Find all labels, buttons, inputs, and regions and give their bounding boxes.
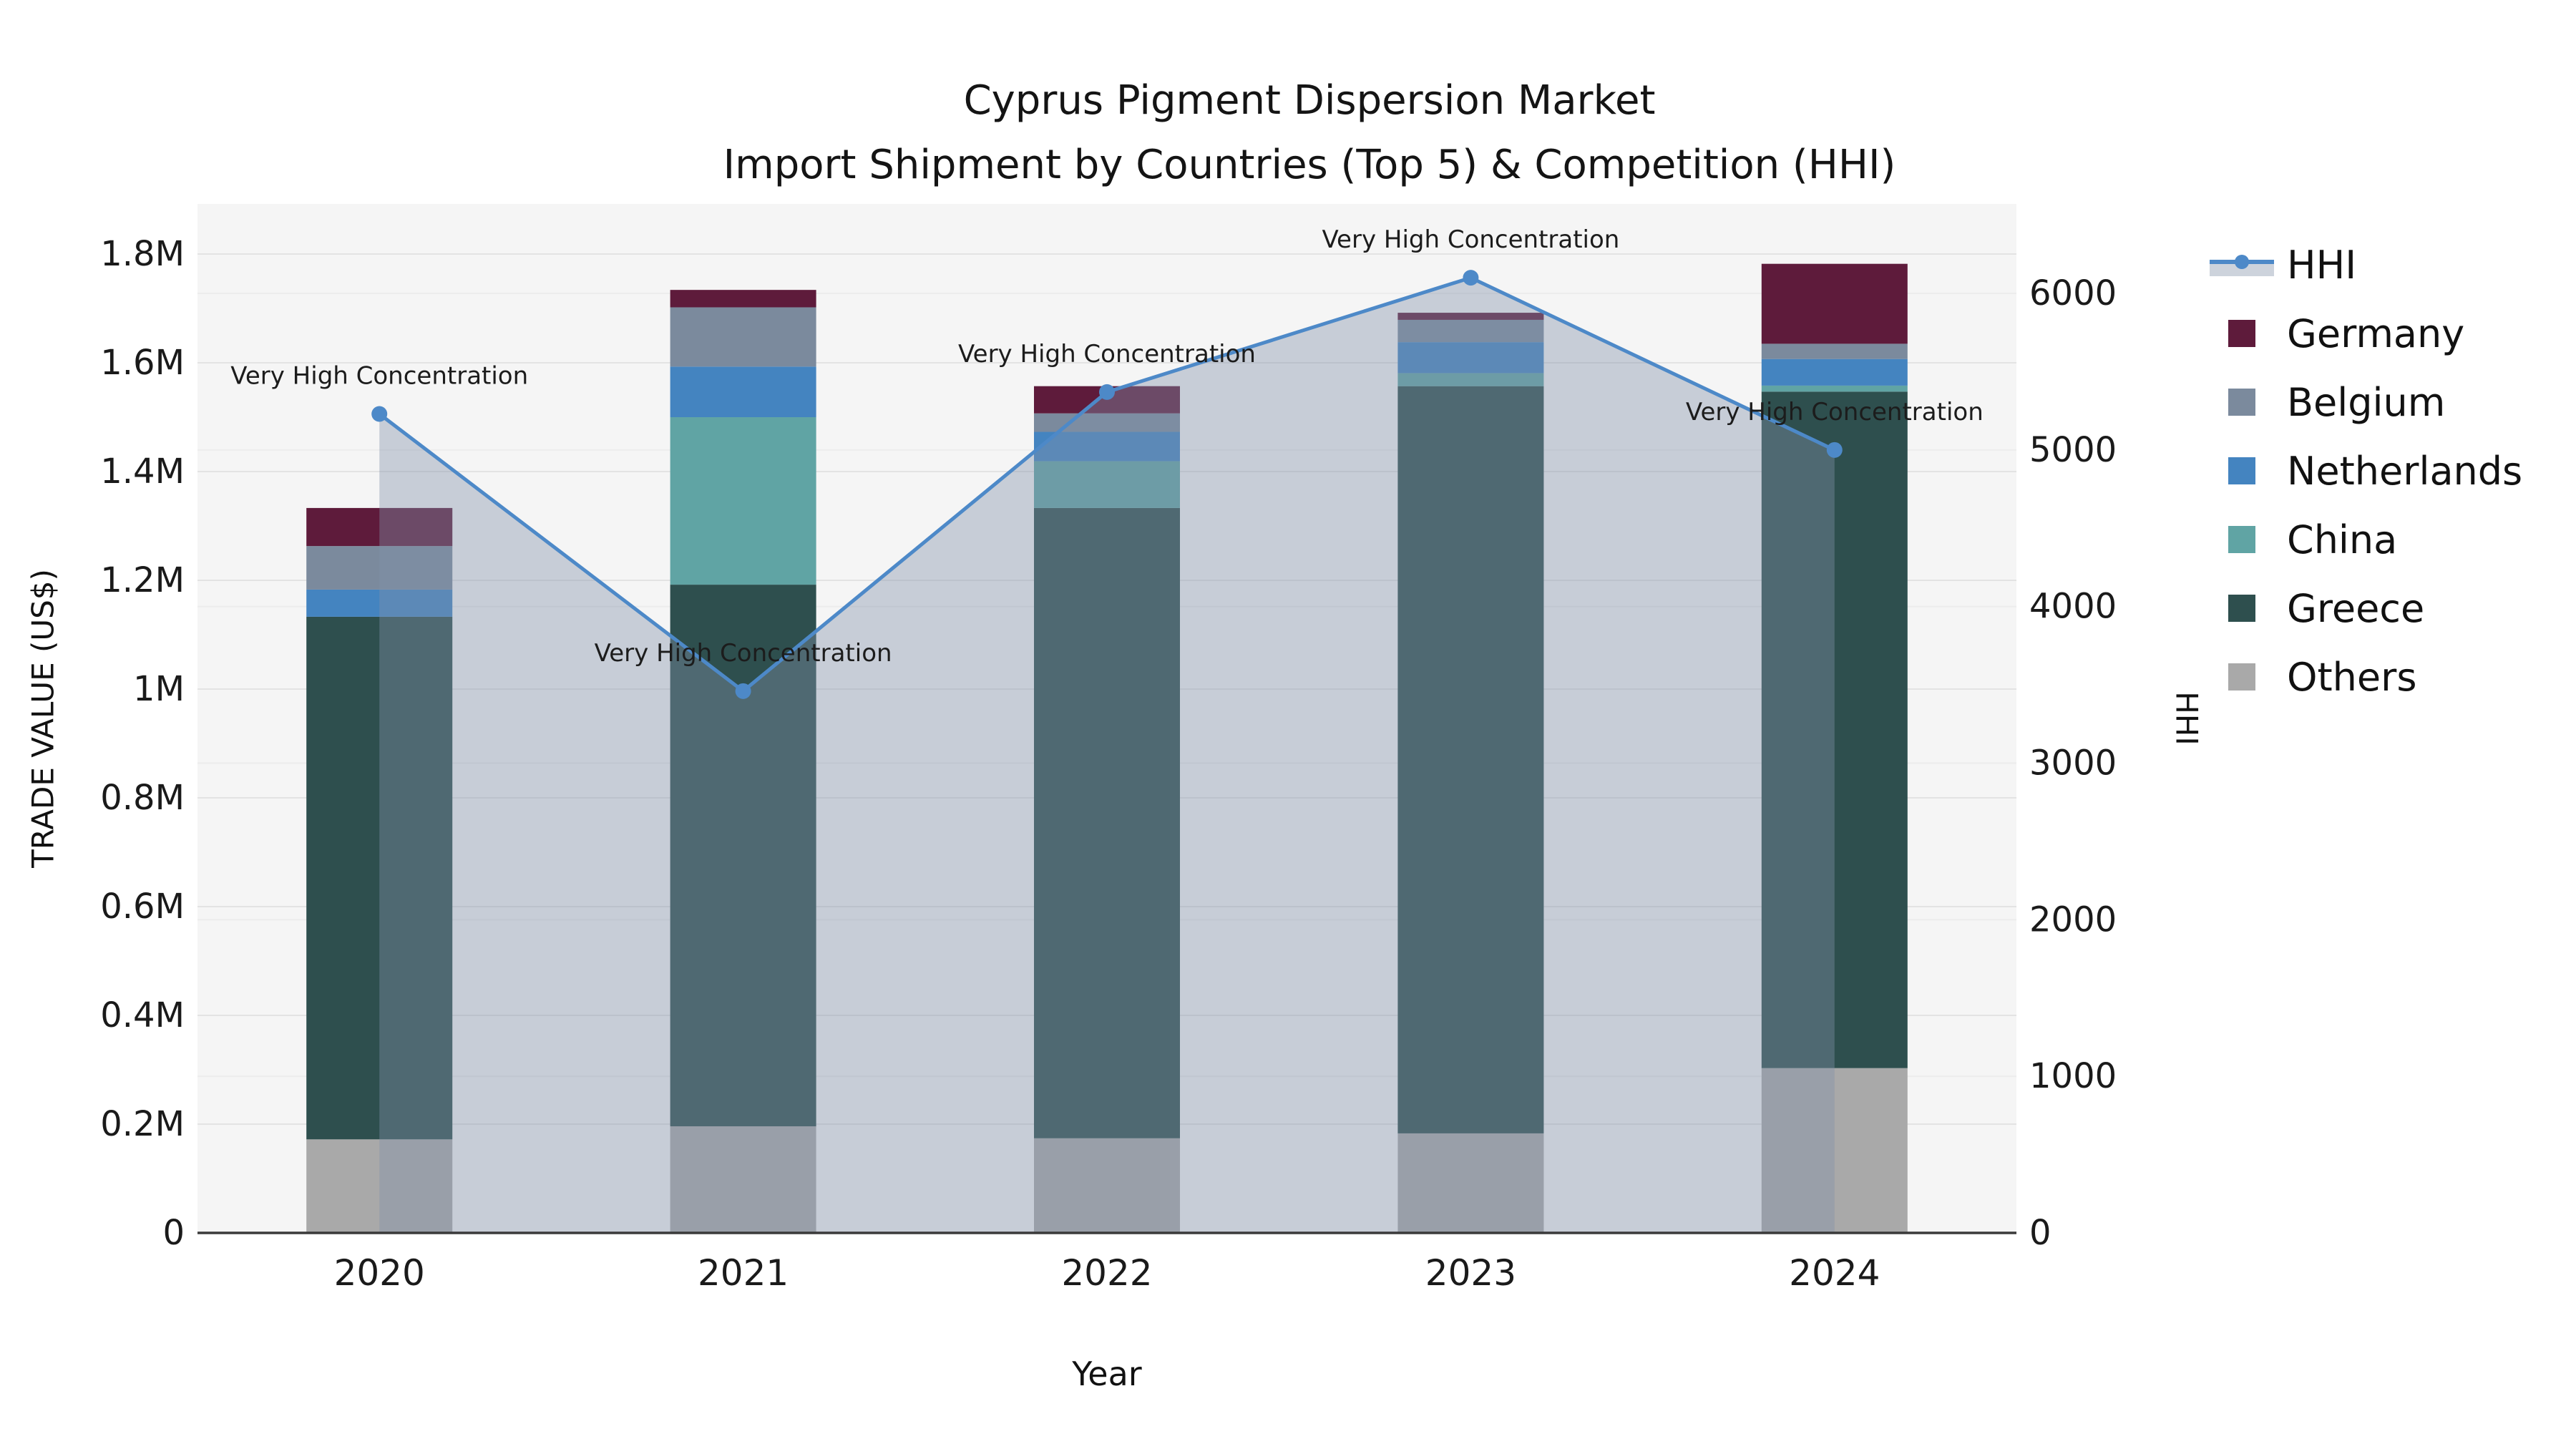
y-right-tick-label: 5000 <box>2029 430 2117 470</box>
y-left-axis-title: TRADE VALUE (US$) <box>25 569 61 868</box>
annotation-text: Very High Concentration <box>1322 225 1619 254</box>
legend-item-hhi: HHI <box>2210 230 2522 299</box>
legend: HHI Germany Belgium Netherlands China Gr… <box>2210 230 2522 711</box>
y-left-tick-label: 1.4M <box>100 452 185 492</box>
legend-label: HHI <box>2287 242 2357 288</box>
y-left-tick-label: 0 <box>162 1213 185 1253</box>
x-tick-label: 2023 <box>1425 1252 1516 1294</box>
y-right-tick-label: 3000 <box>2029 743 2117 784</box>
y-left-tick-label: 1.8M <box>100 234 185 274</box>
legend-label: Netherlands <box>2287 448 2523 494</box>
y-right-axis-title: HHI <box>2169 691 2205 746</box>
bar-segment-others <box>1397 1133 1544 1233</box>
others-swatch-icon <box>2228 663 2255 691</box>
bar-segment-germany <box>670 290 816 308</box>
bar-segment-greece <box>306 616 453 1140</box>
hhi-marker <box>371 406 388 422</box>
bar-segment-china <box>670 417 816 585</box>
legend-label: Others <box>2287 654 2417 700</box>
y-left-tick-label: 1.6M <box>100 343 185 383</box>
bar-segment-belgium <box>306 546 453 590</box>
chart-title: Cyprus Pigment Dispersion Market Import … <box>723 69 1896 197</box>
legend-item-belgium: Belgium <box>2210 368 2522 436</box>
x-tick-label: 2022 <box>1061 1252 1152 1294</box>
y-right-tick-label: 0 <box>2029 1213 2051 1253</box>
hhi-line-swatch-icon <box>2210 249 2274 280</box>
y-left-tick-label: 0.8M <box>100 778 185 818</box>
hhi-marker <box>1463 270 1479 286</box>
hhi-marker <box>735 683 751 699</box>
bar-segment-others <box>1034 1138 1180 1233</box>
y-right-tick-label: 2000 <box>2029 899 2117 940</box>
annotation-text: Very High Concentration <box>230 362 528 391</box>
bar-segment-belgium <box>670 307 816 367</box>
annotation-text: Very High Concentration <box>958 340 1256 369</box>
x-tick-label: 2020 <box>334 1252 425 1294</box>
bar-segment-greece <box>1034 507 1180 1138</box>
legend-item-greece: Greece <box>2210 574 2522 643</box>
y-right-tick-label: 6000 <box>2029 273 2117 313</box>
legend-item-netherlands: Netherlands <box>2210 436 2522 505</box>
hhi-marker <box>1099 384 1115 400</box>
y-left-tick-label: 1M <box>133 669 185 709</box>
annotation-text: Very High Concentration <box>1686 398 1984 426</box>
y-left-tick-label: 0.4M <box>100 995 185 1035</box>
y-right-tick-label: 1000 <box>2029 1056 2117 1096</box>
hhi-marker <box>1826 441 1843 458</box>
bar-segment-netherlands <box>1034 431 1180 462</box>
bar-segment-belgium <box>1034 413 1180 432</box>
x-axis-title: Year <box>1072 1355 1142 1393</box>
chart-title-line1: Cyprus Pigment Dispersion Market <box>963 77 1656 124</box>
bar-segment-germany <box>306 507 453 547</box>
legend-label: Greece <box>2287 585 2425 631</box>
bar-segment-china <box>1397 373 1544 386</box>
bar-segment-netherlands <box>306 589 453 617</box>
hhi-marker-glyph <box>2235 255 2249 269</box>
bar-segment-greece <box>1397 386 1544 1133</box>
bar-segment-germany <box>1761 263 1908 344</box>
greece-swatch-icon <box>2228 595 2255 622</box>
y-left-tick-label: 0.2M <box>100 1104 185 1144</box>
legend-label: Germany <box>2287 311 2465 356</box>
legend-item-china: China <box>2210 505 2522 574</box>
china-swatch-icon <box>2228 526 2255 553</box>
y-left-tick-label: 0.6M <box>100 887 185 927</box>
bar-segment-belgium <box>1397 319 1544 343</box>
y-right-tick-label: 4000 <box>2029 587 2117 627</box>
x-tick-label: 2024 <box>1789 1252 1880 1294</box>
legend-item-germany: Germany <box>2210 299 2522 368</box>
bar-segment-china <box>1761 385 1908 392</box>
bar-segment-china <box>1034 461 1180 508</box>
belgium-swatch-icon <box>2228 389 2255 416</box>
bar-segment-greece <box>670 585 816 1127</box>
legend-item-others: Others <box>2210 643 2522 711</box>
x-tick-label: 2021 <box>698 1252 789 1294</box>
y-left-tick-label: 1.2M <box>100 560 185 600</box>
bar-segment-netherlands <box>1397 342 1544 374</box>
bar-segment-netherlands <box>670 366 816 417</box>
bar-segment-others <box>670 1126 816 1233</box>
hhi-area-fill <box>379 278 1835 1233</box>
annotation-text: Very High Concentration <box>595 639 892 668</box>
netherlands-swatch-icon <box>2228 457 2255 484</box>
germany-swatch-icon <box>2228 320 2255 347</box>
chart-title-line2: Import Shipment by Countries (Top 5) & C… <box>723 142 1896 188</box>
bar-segment-others <box>306 1139 453 1233</box>
legend-label: China <box>2287 517 2398 562</box>
legend-label: Belgium <box>2287 379 2446 425</box>
bar-segment-belgium <box>1761 343 1908 359</box>
hhi-area-swatch <box>2210 263 2274 276</box>
bar-segment-greece <box>1761 391 1908 1068</box>
bar-segment-others <box>1761 1068 1908 1233</box>
bar-segment-germany <box>1397 313 1544 320</box>
bar-segment-netherlands <box>1761 358 1908 386</box>
